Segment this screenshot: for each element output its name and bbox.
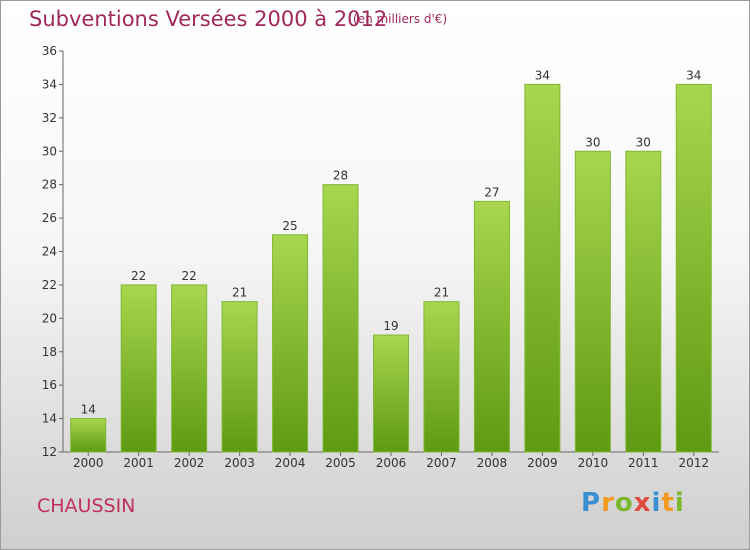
logo-letter: x — [633, 488, 652, 518]
y-tick-label: 26 — [42, 211, 57, 225]
bar — [625, 150, 662, 453]
bar — [524, 83, 561, 453]
bar-value-label: 25 — [282, 219, 297, 233]
bar-value-label: 22 — [131, 269, 146, 283]
logo-letter: i — [651, 488, 662, 518]
logo-letter: P — [581, 488, 602, 518]
chart-title: Subventions Versées 2000 à 2012 — [29, 7, 388, 31]
x-tick-label: 2011 — [628, 456, 659, 470]
bar — [373, 334, 409, 453]
bar-value-label: 34 — [686, 68, 701, 82]
bar-value-label: 34 — [535, 68, 550, 82]
proxiti-logo[interactable]: Proxiti — [581, 488, 685, 518]
logo-letter: t — [661, 488, 675, 518]
y-tick-label: 14 — [42, 412, 57, 426]
city-name: CHAUSSIN — [37, 495, 136, 517]
x-tick-label: 2002 — [174, 456, 205, 470]
x-tick-label: 2000 — [73, 456, 104, 470]
y-tick-label: 16 — [42, 378, 57, 392]
bar — [272, 234, 309, 453]
bar-value-label: 28 — [333, 169, 348, 183]
bar-value-label: 21 — [232, 286, 247, 300]
bar-value-label: 27 — [484, 185, 499, 199]
bar — [574, 150, 611, 453]
logo-letter: o — [614, 488, 634, 518]
y-tick-label: 18 — [42, 345, 57, 359]
x-tick-label: 2004 — [275, 456, 306, 470]
x-tick-label: 2003 — [224, 456, 255, 470]
y-tick-label: 36 — [42, 44, 57, 58]
x-tick-label: 2009 — [527, 456, 558, 470]
bar-value-label: 30 — [636, 135, 651, 149]
logo-letter: r — [601, 488, 615, 518]
y-tick-label: 22 — [42, 278, 57, 292]
bar-value-label: 21 — [434, 286, 449, 300]
bar — [70, 418, 107, 453]
bar — [423, 301, 460, 453]
bar — [473, 200, 510, 453]
x-tick-label: 2010 — [578, 456, 609, 470]
bar — [171, 284, 208, 453]
y-tick-label: 32 — [42, 111, 57, 125]
y-axis: 12 14 16 18 20 22 24 26 28 30 32 34 36 — [42, 44, 64, 459]
y-tick-label: 28 — [42, 178, 57, 192]
x-tick-label: 2005 — [325, 456, 356, 470]
bar-value-label: 22 — [182, 269, 197, 283]
y-tick-label: 34 — [42, 77, 57, 91]
bar — [322, 184, 359, 453]
bar-value-label: 19 — [383, 319, 398, 333]
bar-value-label: 14 — [81, 403, 96, 417]
bar — [120, 284, 157, 453]
x-tick-label: 2006 — [376, 456, 407, 470]
x-axis: 2000 2001 2002 2003 2004 2005 2006 2007 2008 2009… — [63, 451, 719, 470]
y-tick-label: 20 — [42, 311, 57, 325]
y-tick-label: 12 — [42, 445, 57, 459]
bar-value-label: 30 — [585, 135, 600, 149]
logo-letter: i — [674, 488, 685, 518]
x-tick-label: 2001 — [123, 456, 154, 470]
x-tick-label: 2012 — [678, 456, 709, 470]
y-tick-label: 30 — [42, 144, 57, 158]
bar — [675, 83, 712, 453]
x-tick-label: 2008 — [477, 456, 508, 470]
x-tick-label: 2007 — [426, 456, 457, 470]
bar — [221, 301, 258, 453]
y-tick-label: 24 — [42, 245, 57, 259]
chart-subtitle: (en milliers d'€) — [353, 12, 448, 26]
bars: 14 22 22 21 25 28 19 21 27 34 30 30 34 — [70, 68, 712, 453]
